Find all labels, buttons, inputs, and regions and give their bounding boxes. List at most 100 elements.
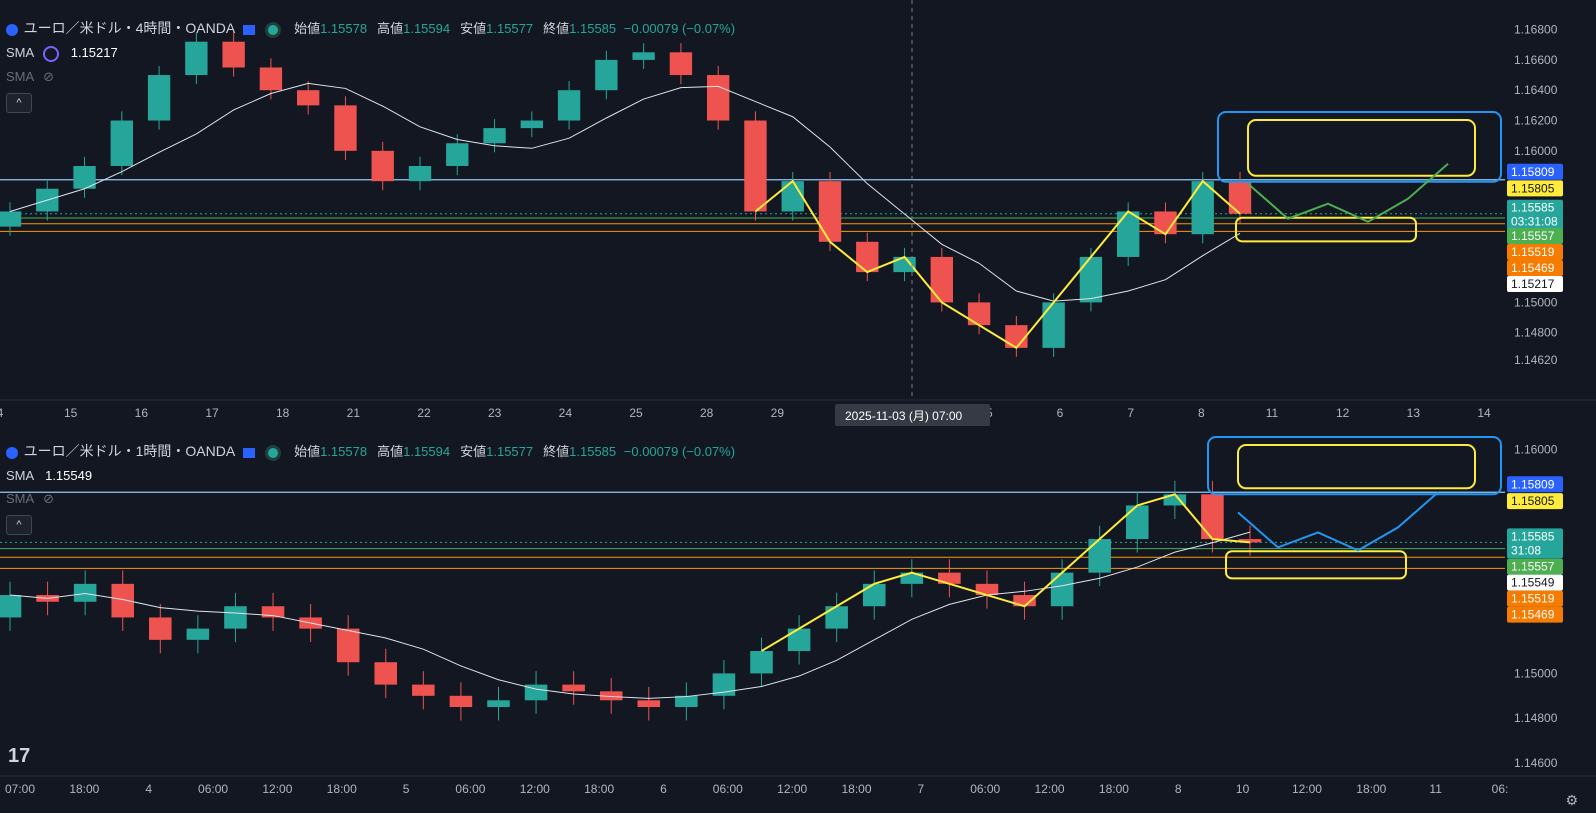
ohlc-value: 1.15585 bbox=[569, 444, 617, 459]
candle-body bbox=[483, 128, 506, 144]
price-change: −0.00079 (−0.07%) bbox=[623, 444, 736, 459]
x-tick-label: 6 bbox=[660, 782, 667, 796]
y-tick-label: 1.16400 bbox=[1514, 83, 1558, 97]
eurusd-symbol-icon bbox=[6, 23, 18, 36]
candle-body bbox=[297, 90, 320, 106]
price-tag bbox=[1507, 574, 1563, 591]
candle-body bbox=[149, 617, 172, 640]
candle-body bbox=[1126, 505, 1149, 540]
sma-hidden-row[interactable]: SMA ⊘ bbox=[6, 69, 54, 85]
ohlc-label: 高値 bbox=[377, 444, 404, 459]
candle-body bbox=[1013, 595, 1036, 607]
price-tag bbox=[1507, 558, 1563, 575]
candle-body bbox=[1117, 211, 1140, 257]
x-tick-label: 18:00 bbox=[327, 782, 357, 796]
price-tag bbox=[1507, 476, 1563, 493]
x-tick-label: 18:00 bbox=[584, 782, 614, 796]
candle-body bbox=[930, 256, 953, 303]
symbol-title[interactable]: ユーロ／米ドル・4時間・OANDA bbox=[23, 20, 236, 36]
market-open-icon bbox=[268, 447, 279, 458]
eye-hidden-icon[interactable]: ⊘ bbox=[43, 491, 54, 506]
price-tag bbox=[1507, 213, 1563, 230]
candle-body bbox=[712, 673, 736, 696]
candle-body bbox=[371, 150, 394, 182]
x-tick-label: 13 bbox=[1407, 406, 1421, 420]
x-tick-label: 25 bbox=[629, 406, 643, 420]
legend-1h: ユーロ／米ドル・1時間・OANDA 始値1.15578 高値1.15594 安値1.… bbox=[6, 443, 735, 460]
candle-body bbox=[787, 628, 811, 652]
ohlc-label: 高値 bbox=[377, 21, 404, 36]
x-tick-label: 4 bbox=[145, 782, 152, 796]
y-tick-label: 1.16800 bbox=[1514, 23, 1558, 37]
candle-body bbox=[487, 700, 510, 708]
x-tick-label: 12:00 bbox=[262, 782, 292, 796]
price-tag-label: 31:08 bbox=[1511, 543, 1541, 557]
x-tick-label: 12:00 bbox=[777, 782, 807, 796]
candle-body bbox=[1088, 539, 1111, 573]
price-tag-label: 1.15585 bbox=[1511, 529, 1555, 543]
ohlc-label: 終値 bbox=[543, 21, 570, 36]
x-tick-label: 06:00 bbox=[198, 782, 228, 796]
price-tag-label: 1.15805 bbox=[1511, 181, 1555, 195]
candle-body bbox=[893, 256, 916, 273]
projection-path bbox=[1247, 162, 1449, 223]
chart-canvas-4h[interactable]: 1.16800 1.16600 1.16400 1.16200 1.16000 1.150… bbox=[0, 0, 1596, 433]
symbol-title[interactable]: ユーロ／米ドル・1時間・OANDA bbox=[23, 443, 236, 459]
sma-indicator-row[interactable]: SMA 1.15549 bbox=[6, 468, 92, 483]
tradingview-logo[interactable]: 17 bbox=[8, 745, 31, 767]
flag-icon bbox=[242, 447, 255, 458]
price-change: −0.00079 (−0.07%) bbox=[623, 21, 736, 36]
support-zone-box bbox=[1225, 550, 1407, 580]
resistance-zone-box bbox=[1207, 436, 1502, 496]
candle-body bbox=[1079, 256, 1103, 303]
candle-body bbox=[818, 181, 842, 242]
sma-indicator-row[interactable]: SMA 1.15217 bbox=[6, 45, 118, 62]
price-tag-label: 1.15549 bbox=[1511, 576, 1555, 590]
ohlc-label: 始値 bbox=[294, 21, 321, 36]
candle-body bbox=[1228, 181, 1252, 214]
candle-body bbox=[599, 691, 623, 701]
candle-body bbox=[632, 52, 655, 60]
chart-canvas-1h[interactable]: 1.16000 1.15000 1.14800 1.14600 07:00 18:00 4 0… bbox=[0, 433, 1596, 813]
y-tick-label: 1.16600 bbox=[1514, 53, 1558, 67]
resistance-zone-box bbox=[1217, 111, 1502, 183]
candle-body bbox=[374, 662, 398, 685]
x-tick-label: 06:00 bbox=[455, 782, 485, 796]
candle-body bbox=[595, 59, 618, 91]
ohlc-value: 1.15578 bbox=[320, 21, 368, 36]
price-tag-label: 03:31:08 bbox=[1511, 215, 1558, 229]
x-tick-label: 14 bbox=[1477, 406, 1491, 420]
candle-body bbox=[1191, 181, 1214, 235]
market-open-icon bbox=[268, 24, 279, 35]
price-tag bbox=[1507, 528, 1563, 545]
ohlc-value: 1.15594 bbox=[403, 21, 451, 36]
candle-body bbox=[675, 695, 698, 708]
chart-pane-4h[interactable]: 1.16800 1.16600 1.16400 1.16200 1.16000 1.150… bbox=[0, 0, 1596, 433]
sma-label: SMA bbox=[6, 45, 34, 60]
target-zone-box bbox=[1247, 119, 1476, 177]
x-tick-label: 18 bbox=[276, 406, 290, 420]
candle-body bbox=[750, 651, 773, 674]
collapse-legend-button[interactable]: ^ bbox=[6, 93, 32, 113]
y-tick-label: 1.14800 bbox=[1514, 326, 1558, 340]
x-tick-label: 23 bbox=[488, 406, 502, 420]
x-tick-label: 11 bbox=[1266, 406, 1279, 420]
sma-hidden-row[interactable]: SMA ⊘ bbox=[6, 491, 54, 507]
sma-settings-icon[interactable] bbox=[43, 45, 60, 62]
x-tick-label: 8 bbox=[1175, 782, 1182, 796]
candle-body bbox=[856, 241, 879, 273]
eye-hidden-icon[interactable]: ⊘ bbox=[43, 69, 54, 84]
gear-icon[interactable]: ⚙ bbox=[1565, 792, 1578, 808]
candle-body bbox=[637, 700, 661, 708]
price-tag-label: 1.15557 bbox=[1511, 229, 1555, 243]
candle-body bbox=[938, 572, 961, 584]
price-tag-label: 1.15469 bbox=[1511, 261, 1555, 275]
collapse-legend-button[interactable]: ^ bbox=[6, 515, 32, 535]
price-tag-label: 1.15557 bbox=[1511, 560, 1555, 574]
x-tick-label: 18:00 bbox=[69, 782, 99, 796]
y-tick-label: 1.16000 bbox=[1514, 144, 1558, 158]
chart-pane-1h[interactable]: 1.16000 1.15000 1.14800 1.14600 07:00 18:00 4 0… bbox=[0, 433, 1596, 813]
sma-value: 1.15217 bbox=[70, 45, 118, 60]
x-tick-label: 06:00 bbox=[713, 782, 743, 796]
candle-body bbox=[1042, 302, 1065, 348]
